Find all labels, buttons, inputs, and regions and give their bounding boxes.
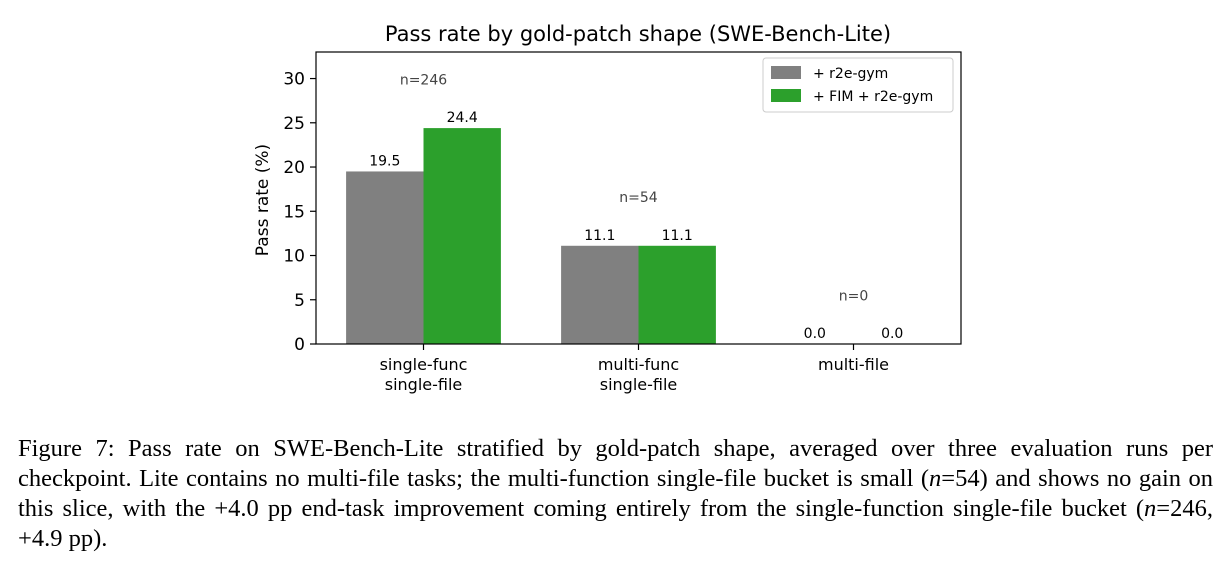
x-tick-label: multi-func single-file (598, 355, 679, 394)
data-label: 0.0 (804, 326, 826, 342)
y-tick-label: 10 (283, 247, 305, 267)
bar-chart: Pass rate by gold-patch shape (SWE-Bench… (253, 22, 962, 394)
y-tick-label: 30 (283, 70, 305, 90)
data-label: 19.5 (369, 153, 400, 169)
y-tick-label: 5 (294, 291, 305, 311)
legend-entry: + FIM + r2e-gym (813, 89, 933, 105)
y-tick-label: 25 (283, 114, 305, 134)
legend-swatch (771, 66, 801, 79)
chart-title: Pass rate by gold-patch shape (SWE-Bench… (385, 22, 891, 46)
x-tick-label: single-func single-file (380, 355, 468, 394)
caption-text: Pass rate on SWE-Bench-Lite stratified b… (18, 435, 1214, 552)
y-tick-label: 15 (283, 202, 305, 222)
data-label: 24.4 (447, 110, 478, 126)
figure-caption: Figure 7: Pass rate on SWE-Bench-Lite st… (18, 434, 1213, 554)
bar-r2e-gym-1 (561, 245, 639, 344)
data-label: 11.1 (662, 228, 693, 244)
legend-entry: + r2e-gym (813, 66, 888, 82)
data-label: 0.0 (881, 326, 903, 342)
x-tick-label-line: single-func (380, 355, 468, 374)
legend: + r2e-gym + FIM + r2e-gym (762, 57, 954, 113)
group-annotation: n=246 (400, 72, 447, 88)
x-tick-label-line: single-file (385, 375, 463, 394)
x-tick-label: multi-file (818, 355, 889, 374)
legend-swatch (771, 89, 801, 102)
legend-box (762, 57, 954, 113)
bar-r2e-gym-0 (346, 171, 424, 344)
caption-label: Figure 7: (18, 435, 115, 462)
bar-fim-r2e-gym-0 (423, 128, 501, 344)
y-axis-label: Pass rate (%) (253, 144, 273, 256)
y-tick-label: 0 (294, 335, 305, 355)
data-label: 11.1 (584, 228, 615, 244)
x-tick-label-line: multi-file (818, 355, 889, 374)
group-annotation: n=0 (839, 288, 869, 304)
x-tick-label-line: single-file (600, 375, 678, 394)
x-tick-label-line: multi-func (598, 355, 679, 374)
group-annotation: n=54 (619, 190, 658, 206)
y-tick-label: 20 (283, 158, 305, 178)
bar-fim-r2e-gym-1 (638, 245, 716, 344)
